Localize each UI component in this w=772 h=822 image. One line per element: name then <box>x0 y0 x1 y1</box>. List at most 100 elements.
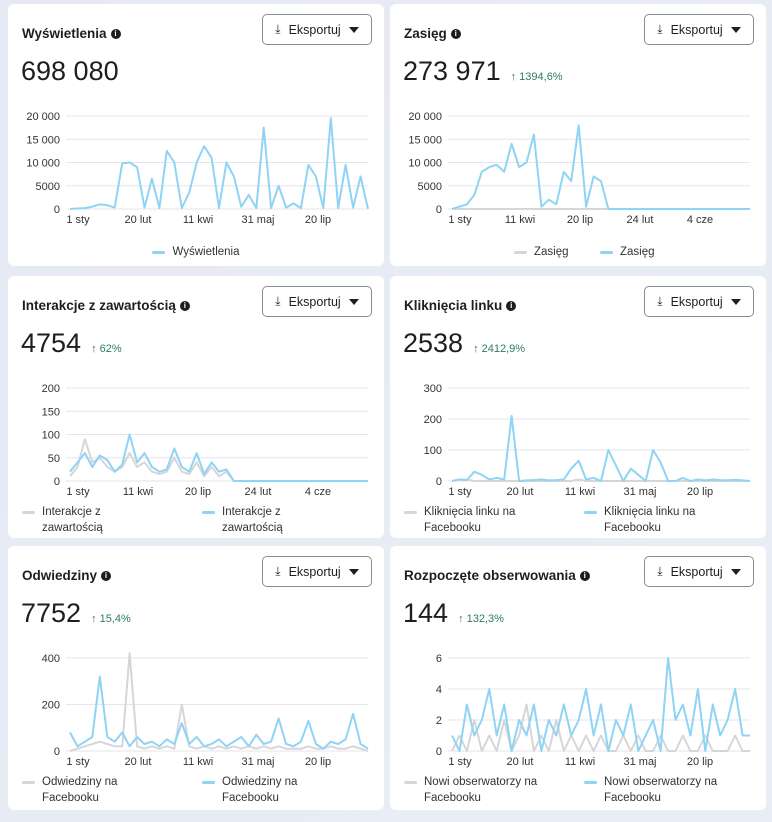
export-button[interactable]: ⤓ Eksportuj <box>644 14 754 45</box>
x-tick-label: 20 lip <box>305 756 331 768</box>
series-line-blue <box>69 675 369 750</box>
download-icon: ⤓ <box>657 564 663 578</box>
info-icon[interactable]: i <box>579 570 590 581</box>
metric-value: 7752 <box>21 598 82 628</box>
metric-change: ↑ 15,4% <box>91 613 131 625</box>
y-tick-label: 0 <box>54 476 60 488</box>
legend-item[interactable]: Zasięg <box>600 244 670 260</box>
legend-swatch <box>152 251 166 254</box>
export-label: Eksportuj <box>288 564 341 579</box>
line-chart: 0 200 400 1 sty 20 lut 11 kwi 31 maj 20 lip <box>42 652 369 768</box>
chart-legend: Nowi obserwatorzy na Facebooku Nowi obser… <box>390 774 766 806</box>
chart-legend: Kliknięcia linku na Facebooku Kliknięcia … <box>390 504 766 536</box>
legend-item[interactable]: Interakcje z zawartością <box>202 504 382 536</box>
legend-swatch <box>584 511 597 514</box>
y-tick-label: 15 000 <box>26 134 60 146</box>
export-button[interactable]: ⤓ Eksportuj <box>644 286 754 317</box>
y-tick-label: 100 <box>424 445 442 457</box>
legend-label: Nowi obserwatorzy na Facebooku <box>604 776 718 804</box>
export-button[interactable]: ⤓ Eksportuj <box>262 556 372 587</box>
card-title-text: Rozpoczęte obserwowania <box>404 568 576 583</box>
y-tick-label: 15 000 <box>408 134 442 146</box>
legend-swatch <box>404 511 417 514</box>
card-title: Wyświetlenia i <box>22 26 121 41</box>
x-tick-label: 20 lut <box>125 756 152 768</box>
x-tick-label: 4 cze <box>687 214 713 226</box>
line-chart: 0 100 200 300 1 sty 20 lut 11 kwi 31 maj 20 lip <box>424 383 751 498</box>
y-tick-label: 0 <box>436 746 442 758</box>
x-tick-label: 11 kwi <box>123 486 153 498</box>
legend-item[interactable]: Kliknięcia linku na Facebooku <box>584 504 764 536</box>
legend-item[interactable]: Zasięg <box>514 244 584 260</box>
card-wys-wietlenia: Wyświetlenia i ⤓ Eksportuj 698 080 0 5000 10… <box>8 4 384 266</box>
chart-legend: Wyświetlenia <box>8 244 384 260</box>
card-title-text: Interakcje z zawartością <box>22 298 176 313</box>
legend-item[interactable]: Nowi obserwatorzy na Facebooku <box>584 774 764 806</box>
download-icon: ⤓ <box>657 22 663 36</box>
export-button[interactable]: ⤓ Eksportuj <box>262 14 372 45</box>
x-tick-label: 11 kwi <box>183 756 213 768</box>
info-icon[interactable]: i <box>450 28 461 39</box>
series-line-blue <box>451 657 750 752</box>
y-tick-label: 2 <box>436 715 442 727</box>
caret-down-icon <box>348 568 359 575</box>
legend-label: Interakcje z zawartością <box>42 506 103 534</box>
legend-item[interactable]: Nowi obserwatorzy na Facebooku <box>404 774 584 806</box>
legend-label: Zasięg <box>620 246 655 258</box>
export-button[interactable]: ⤓ Eksportuj <box>262 286 372 317</box>
legend-label: Wyświetlenia <box>172 246 240 258</box>
legend-label: Interakcje z zawartością <box>222 506 283 534</box>
export-label: Eksportuj <box>288 22 341 37</box>
card-interakcje-z-zawartos-cia: Interakcje z zawartością i ⤓ Eksportuj 475… <box>8 276 384 538</box>
chart-legend: Interakcje z zawartością Interakcje z zaw… <box>8 504 384 536</box>
legend-item[interactable]: Interakcje z zawartością <box>22 504 202 536</box>
y-tick-label: 0 <box>436 476 442 488</box>
card-title-text: Wyświetlenia <box>22 26 107 41</box>
legend-item[interactable]: Kliknięcia linku na Facebooku <box>404 504 584 536</box>
series-line-blue <box>451 124 750 210</box>
y-tick-label: 4 <box>436 684 442 696</box>
y-tick-label: 6 <box>436 653 442 665</box>
legend-item[interactable]: Odwiedziny na Facebooku <box>202 774 382 806</box>
metric-value: 273 971 <box>403 56 501 86</box>
y-tick-label: 50 <box>48 453 60 465</box>
y-tick-label: 200 <box>42 383 60 395</box>
legend-swatch <box>600 251 613 254</box>
x-tick-label: 24 lut <box>627 214 654 226</box>
chart-legend: Odwiedziny na Facebooku Odwiedziny na Fac… <box>8 774 384 806</box>
legend-swatch <box>514 251 527 254</box>
card-title-text: Odwiedziny <box>22 568 98 583</box>
metric: 7752 ↑ 15,4% <box>21 598 131 629</box>
x-tick-label: 1 sty <box>66 486 90 498</box>
series-line-gray <box>451 703 750 752</box>
metric: 698 080 <box>21 56 129 87</box>
x-tick-label: 31 maj <box>623 486 656 498</box>
info-icon[interactable]: i <box>179 300 190 311</box>
x-tick-label: 31 maj <box>241 756 274 768</box>
card-title-text: Kliknięcia linku <box>404 298 503 313</box>
legend-swatch <box>404 781 417 784</box>
line-chart: 0 5000 10 000 15 000 20 000 1 sty 20 lut 11 kwi… <box>26 111 369 226</box>
chart-legend: Zasięg Zasięg <box>390 244 766 260</box>
x-tick-label: 11 kwi <box>505 214 535 226</box>
metric-change: ↑ 62% <box>91 343 122 355</box>
info-icon[interactable]: i <box>506 300 517 311</box>
info-icon[interactable]: i <box>101 570 112 581</box>
x-tick-label: 11 kwi <box>183 214 213 226</box>
y-tick-label: 200 <box>424 414 442 426</box>
x-tick-label: 20 lip <box>185 486 211 498</box>
x-tick-label: 1 sty <box>66 214 90 226</box>
info-icon[interactable]: i <box>110 28 121 39</box>
x-tick-label: 20 lip <box>305 214 331 226</box>
metric: 273 971 ↑ 1394,6% <box>403 56 563 87</box>
card-title: Rozpoczęte obserwowania i <box>404 568 590 583</box>
legend-label: Odwiedziny na Facebooku <box>42 776 118 804</box>
x-tick-label: 11 kwi <box>565 756 595 768</box>
legend-item[interactable]: Wyświetlenia <box>152 244 240 260</box>
legend-swatch <box>202 781 215 784</box>
caret-down-icon <box>730 298 741 305</box>
export-button[interactable]: ⤓ Eksportuj <box>644 556 754 587</box>
legend-item[interactable]: Odwiedziny na Facebooku <box>22 774 202 806</box>
metric-value: 2538 <box>403 328 464 358</box>
line-chart: 0 5000 10 000 15 000 20 000 1 sty 11 kwi 20 lip… <box>408 111 750 226</box>
